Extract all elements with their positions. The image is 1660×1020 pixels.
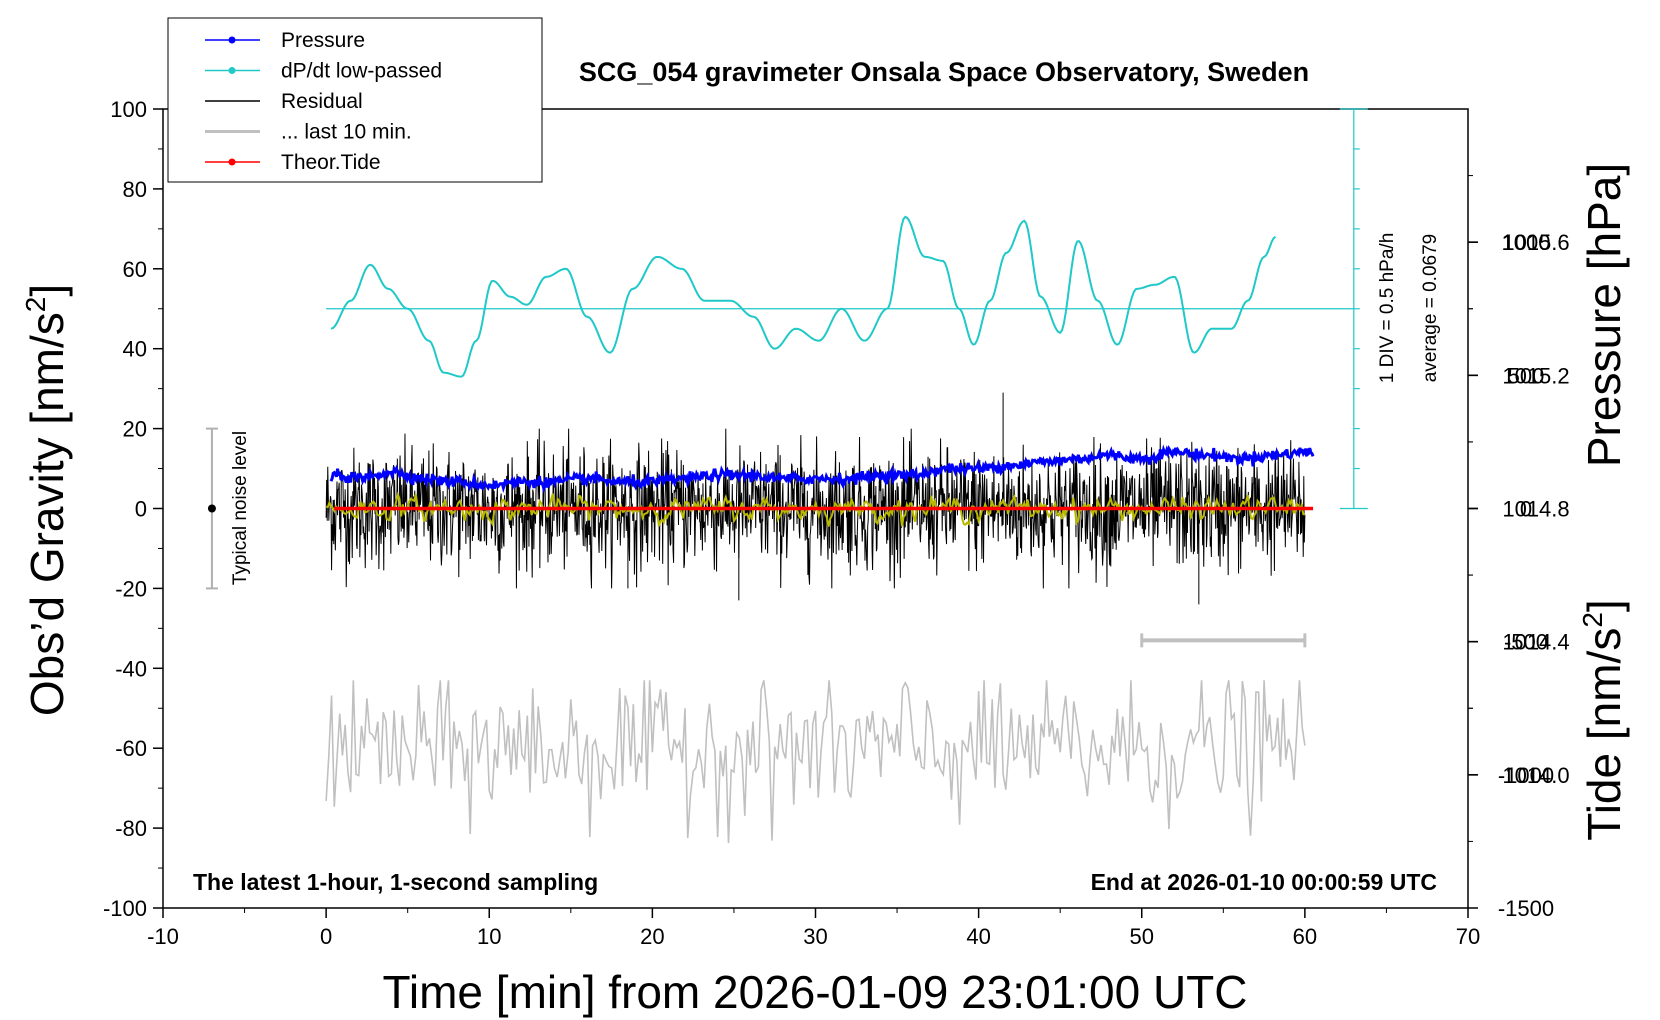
pressure-tick-label: 1014.4 xyxy=(1502,630,1569,655)
y-axis-label-pressure: Pressure [hPa] xyxy=(1578,163,1630,467)
y-tick-label: -40 xyxy=(115,656,147,681)
pressure-tick-label: 1015.6 xyxy=(1502,230,1569,255)
x-tick-label: 70 xyxy=(1456,924,1480,949)
y-tick-label: 80 xyxy=(123,177,147,202)
legend: Pressure dP/dt low-passed Residual ... last… xyxy=(167,17,543,183)
tide-tick-label: 0 xyxy=(1520,497,1532,522)
tide-tick-label: -1000 xyxy=(1498,763,1554,788)
y-axis-label-tide-end: ] xyxy=(1578,599,1630,612)
x-tick-label: 40 xyxy=(966,924,990,949)
y-axis-label-left: Obs’d Gravity [nm/s2] xyxy=(20,284,73,716)
x-tick-label: 10 xyxy=(477,924,501,949)
tide-tick-label: 500 xyxy=(1508,363,1545,388)
legend-marker xyxy=(228,158,236,166)
y-tick-label: 100 xyxy=(110,97,147,122)
noise-bar-dot xyxy=(207,504,216,513)
pressure-tick-label: 1014.8 xyxy=(1502,497,1569,522)
y-axis-label-left-end: ] xyxy=(21,284,73,297)
y-axis-label-tide: Tide [nm/s2] xyxy=(1577,599,1630,840)
legend-label: Residual xyxy=(281,90,363,113)
legend-label: dP/dt low-passed xyxy=(281,60,442,83)
tide-tick-label: -500 xyxy=(1504,630,1548,655)
x-tick-label: 30 xyxy=(803,924,827,949)
legend-label: ... last 10 min. xyxy=(281,121,412,144)
y-tick-label: 20 xyxy=(123,417,147,442)
legend-marker xyxy=(228,67,236,74)
x-tick-label: 50 xyxy=(1130,924,1154,949)
data-series xyxy=(205,108,1368,844)
dpdt-series xyxy=(330,215,1277,378)
y-axis-label-tide-sup: 2 xyxy=(1577,612,1608,628)
legend-box xyxy=(167,17,543,183)
pressure-tick-label: 1014.0 xyxy=(1502,763,1569,788)
dpdt-scale-label: 1 DIV = 0.5 hPa/h xyxy=(1377,233,1398,384)
y-tick-label: 40 xyxy=(123,337,147,362)
x-axis-label: Time [min] from 2026-01-09 23:01:00 UTC xyxy=(383,966,1248,1018)
dpdt-average-label: average = 0.0679 xyxy=(1420,234,1441,382)
last10-series xyxy=(325,680,1306,844)
pressure-series xyxy=(329,444,1315,494)
x-tick-label: 0 xyxy=(320,924,332,949)
y-axis-label-left-sup: 2 xyxy=(20,297,51,313)
x-tick-label: -10 xyxy=(147,924,179,949)
legend-marker xyxy=(228,36,236,44)
y-tick-label: -100 xyxy=(103,896,147,921)
legend-label: Pressure xyxy=(281,29,365,52)
y-tick-label: -20 xyxy=(115,576,147,601)
chart-title: SCG_054 gravimeter Onsala Space Observat… xyxy=(579,57,1309,87)
note-left: The latest 1-hour, 1-second sampling xyxy=(193,869,598,895)
x-tick-label: 60 xyxy=(1293,924,1317,949)
y-axis-label-left-main: Obs’d Gravity [nm/s xyxy=(21,312,73,716)
residual-series xyxy=(325,428,1306,589)
tide-tick-label: 1000 xyxy=(1502,230,1551,255)
x-tick-label: 20 xyxy=(640,924,664,949)
noise-level-label: Typical noise level xyxy=(230,431,251,585)
y-tick-label: -80 xyxy=(115,816,147,841)
y-tick-label: 0 xyxy=(135,497,147,522)
pressure-tick-label: 1015.2 xyxy=(1502,363,1569,388)
axis-ticks: -10 0 10 20 30 40 50 60 70-100-80-60-40-20020406… xyxy=(103,97,1570,949)
legend-label: Theor.Tide xyxy=(281,151,381,174)
note-right: End at 2026-01-10 00:00:59 UTC xyxy=(1091,869,1437,895)
y-tick-label: 60 xyxy=(123,257,147,282)
y-tick-label: -60 xyxy=(115,736,147,761)
y-axis-label-tide-main: Tide [nm/s xyxy=(1578,628,1630,841)
tide-tick-label: -1500 xyxy=(1498,896,1554,921)
